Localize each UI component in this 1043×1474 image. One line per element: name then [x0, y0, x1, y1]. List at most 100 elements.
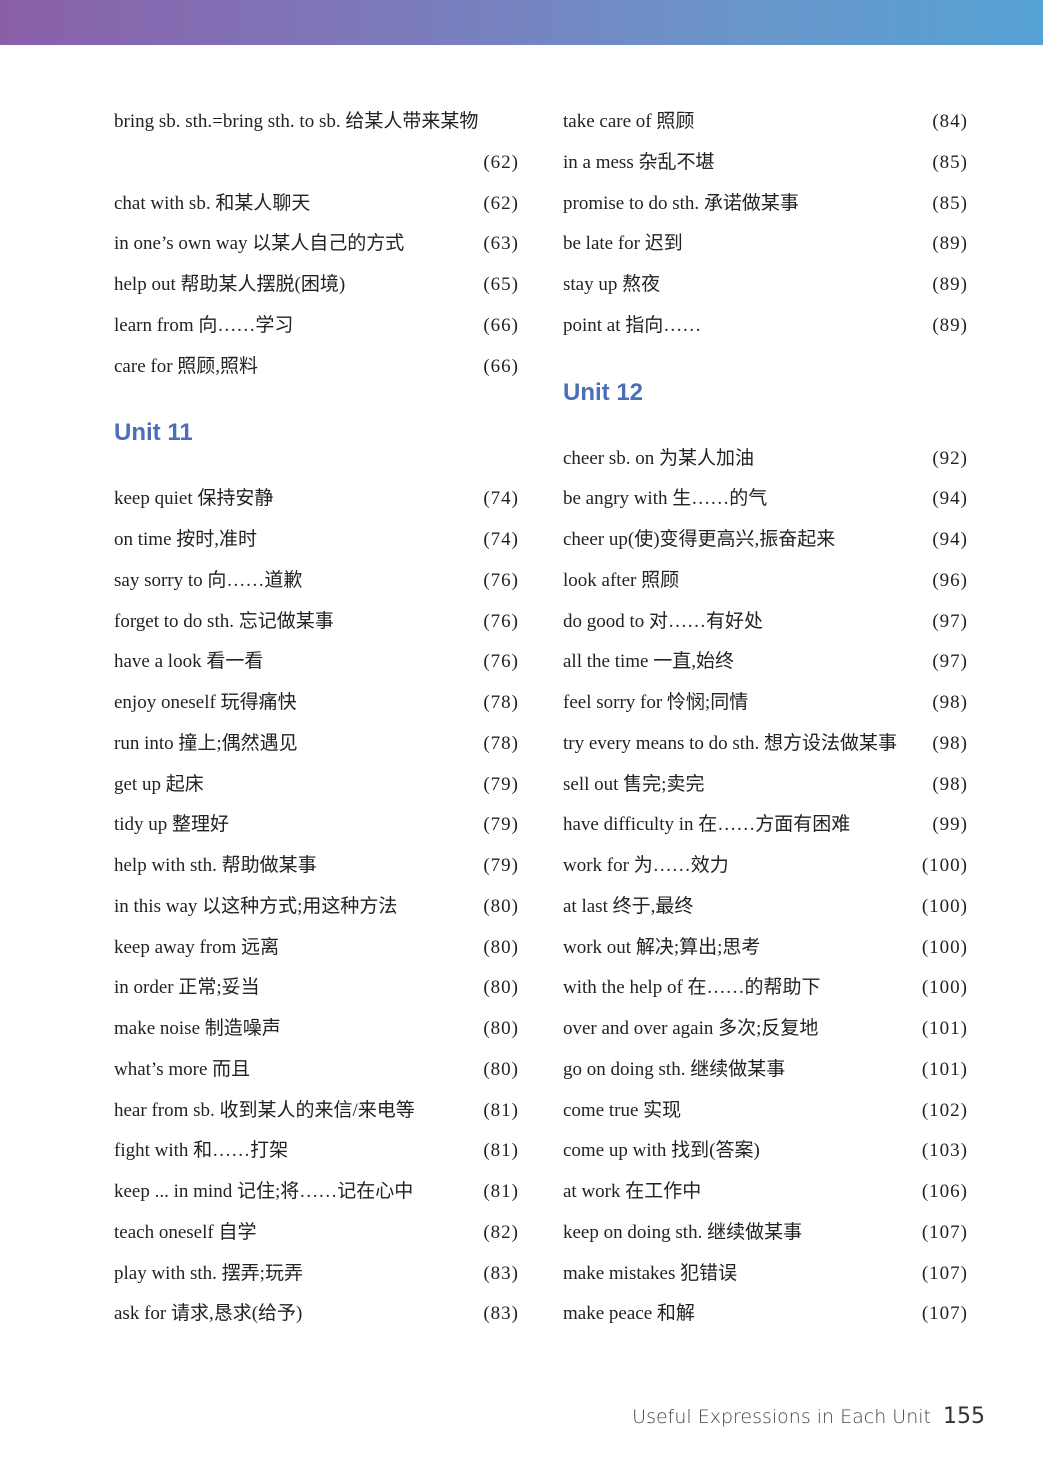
- expression-text: care for 照顾,照料: [114, 355, 259, 377]
- expression-text: enjoy oneself 玩得痛快: [114, 692, 297, 713]
- page-number: 155: [943, 1404, 985, 1429]
- page-reference: (85): [932, 151, 968, 173]
- expression-text: forget to do sth. 忘记做某事: [114, 610, 334, 632]
- page-reference: (62): [483, 151, 519, 173]
- expression-text: work out 解决;算出;思考: [563, 936, 761, 958]
- expression-text: point at 指向……: [563, 314, 702, 336]
- page-reference: (107): [921, 1221, 968, 1243]
- page-reference: (100): [921, 895, 968, 917]
- page-reference: (94): [932, 529, 968, 550]
- page-reference: (74): [483, 529, 519, 550]
- expression-entry: keep quiet 保持安静 (74): [114, 479, 519, 520]
- expression-entry: make peace 和解 (107): [563, 1294, 968, 1335]
- expression-entry: stay up 熬夜 (89): [563, 265, 968, 306]
- expression-entry: chat with sb. 和某人聊天 (62): [114, 184, 519, 225]
- expression-entry: cheer up(使)变得更高兴,振奋起来 (94): [563, 520, 968, 561]
- expression-text: say sorry to 向……道歉: [114, 569, 303, 591]
- expression-entry: ask for 请求,恳求(给予) (83): [114, 1294, 519, 1335]
- expression-text: feel sorry for 怜悯;同情: [563, 692, 749, 713]
- expression-entry: fight with 和……打架 (81): [114, 1131, 519, 1172]
- expression-entry: teach oneself 自学 (82): [114, 1213, 519, 1254]
- expression-entry: say sorry to 向……道歉 (76): [114, 561, 519, 602]
- expression-entry: cheer sb. on 为某人加油 (92): [563, 439, 968, 480]
- expression-entry: all the time 一直,始终 (97): [563, 642, 968, 683]
- expression-text: tidy up 整理好: [114, 814, 230, 836]
- page-reference: (89): [932, 233, 968, 255]
- unit-heading: Unit 12: [563, 378, 644, 406]
- page-reference: (80): [483, 895, 519, 917]
- page-reference: (80): [483, 977, 519, 999]
- expression-text: make peace 和解: [563, 1303, 695, 1325]
- expression-text: do good to 对……有好处: [563, 610, 764, 632]
- expression-entry: hear from sb. 收到某人的来信/来电等 (81): [114, 1091, 519, 1132]
- expression-text: keep on doing sth. 继续做某事: [563, 1221, 803, 1243]
- expression-text: be angry with 生……的气: [563, 488, 768, 510]
- footer-title: Useful Expressions in Each Unit: [632, 1406, 931, 1428]
- expression-entry: forget to do sth. 忘记做某事 (76): [114, 602, 519, 643]
- page-reference: (94): [932, 488, 968, 510]
- expression-entry: over and over again 多次;反复地 (101): [563, 1009, 968, 1050]
- expression-entry: keep ... in mind 记住;将……记在心中 (81): [114, 1172, 519, 1213]
- page-reference: (92): [932, 447, 968, 469]
- expression-text: all the time 一直,始终: [563, 651, 734, 673]
- page-reference: (97): [932, 651, 968, 673]
- expression-text: be late for 迟到: [563, 233, 683, 255]
- expression-entry: point at 指向…… (89): [563, 306, 968, 347]
- expression-entry: care for 照顾,照料 (66): [114, 347, 519, 388]
- expression-entry: feel sorry for 怜悯;同情 (98): [563, 683, 968, 724]
- page-reference: (76): [483, 610, 519, 632]
- page-reference: (82): [483, 1221, 519, 1243]
- expression-entry: try every means to do sth. 想方设法做某事 (98): [563, 724, 968, 765]
- expression-entry: bring sb. sth.=bring sth. to sb. 给某人带来某物: [114, 102, 519, 143]
- expression-text: go on doing sth. 继续做某事: [563, 1058, 786, 1080]
- expression-text: fight with 和……打架: [114, 1140, 289, 1162]
- expression-entry: with the help of 在……的帮助下 (100): [563, 968, 968, 1009]
- expression-text: run into 撞上;偶然遇见: [114, 732, 298, 754]
- expression-entry: enjoy oneself 玩得痛快 (78): [114, 683, 519, 724]
- expressions-column-left: bring sb. sth.=bring sth. to sb. 给某人带来某物…: [114, 102, 519, 1335]
- expression-text: make noise 制造噪声: [114, 1018, 281, 1039]
- page-reference: (81): [483, 1099, 519, 1121]
- expression-text: in a mess 杂乱不堪: [563, 151, 715, 173]
- page-reference: (79): [483, 855, 519, 876]
- page-reference: (97): [932, 610, 968, 632]
- expression-text: come up with 找到(答案): [563, 1140, 760, 1162]
- expression-text: teach oneself 自学: [114, 1221, 257, 1243]
- expression-entry: in order 正常;妥当 (80): [114, 968, 519, 1009]
- page-reference: (100): [921, 977, 968, 999]
- expression-entry: on time 按时,准时 (74): [114, 520, 519, 561]
- expression-entry: make noise 制造噪声 (80): [114, 1009, 519, 1050]
- expression-entry: help with sth. 帮助做某事 (79): [114, 846, 519, 887]
- expression-text: at last 终于,最终: [563, 895, 694, 917]
- page-footer: Useful Expressions in Each Unit 155: [632, 1404, 985, 1429]
- expression-text: stay up 熬夜: [563, 274, 661, 295]
- page-reference: (79): [483, 773, 519, 795]
- expression-text: keep quiet 保持安静: [114, 488, 274, 510]
- page-reference: (78): [483, 692, 519, 713]
- expression-text: look after 照顾: [563, 569, 680, 591]
- expression-entry: keep away from 远离 (80): [114, 928, 519, 969]
- expression-entry: at work 在工作中 (106): [563, 1172, 968, 1213]
- expression-entry: in a mess 杂乱不堪 (85): [563, 143, 968, 184]
- page-reference: (76): [483, 569, 519, 591]
- page-reference: (98): [932, 732, 968, 754]
- page-reference: (81): [483, 1140, 519, 1162]
- header-color-band: [0, 0, 1043, 45]
- page-reference: (107): [921, 1303, 968, 1325]
- page-reference: (98): [932, 773, 968, 795]
- expression-text: with the help of 在……的帮助下: [563, 977, 821, 999]
- expression-text: play with sth. 摆弄;玩弄: [114, 1262, 303, 1284]
- page-reference: (100): [921, 855, 968, 876]
- page-reference: (99): [932, 814, 968, 836]
- expression-entry: be late for 迟到 (89): [563, 224, 968, 265]
- page-reference: (106): [921, 1181, 968, 1202]
- page-reference: (79): [483, 814, 519, 836]
- expression-text: cheer sb. on 为某人加油: [563, 447, 755, 469]
- expression-text: help with sth. 帮助做某事: [114, 855, 317, 876]
- page-reference: (81): [483, 1181, 519, 1202]
- page-reference: (62): [483, 192, 519, 214]
- page-reference: (89): [932, 314, 968, 336]
- page-reference: (101): [921, 1058, 968, 1080]
- expression-text: keep ... in mind 记住;将……记在心中: [114, 1181, 414, 1202]
- page-reference: (74): [483, 488, 519, 510]
